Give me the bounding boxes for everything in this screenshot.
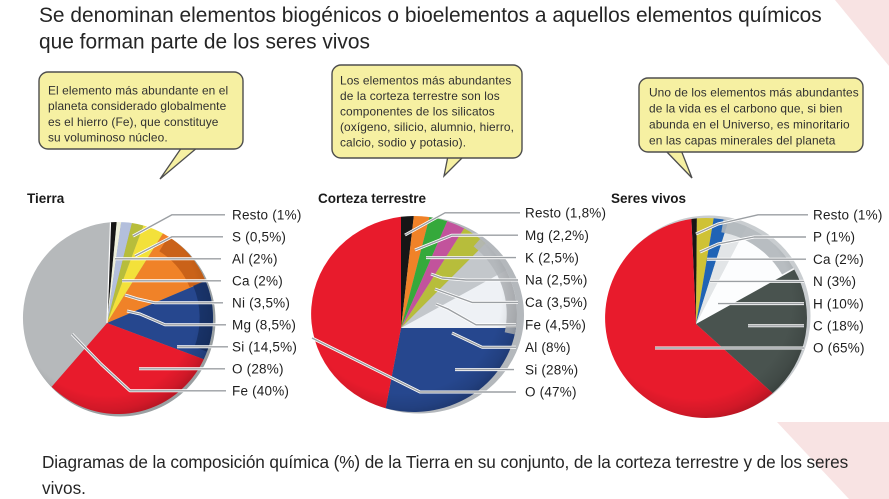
svg-text:es el hierro (Fe), que constit: es el hierro (Fe), que constituye [48, 115, 219, 129]
svg-text:Los elementos más abundantes: Los elementos más abundantes [340, 74, 511, 88]
svg-text:K (2,5%): K (2,5%) [525, 250, 579, 265]
svg-text:P (1%): P (1%) [813, 230, 855, 245]
svg-text:Ca (2%): Ca (2%) [813, 252, 864, 267]
svg-text:S (0,5%): S (0,5%) [232, 230, 286, 245]
svg-text:en las capas minerales del pla: en las capas minerales del planeta [649, 134, 836, 148]
svg-text:su voluminoso núcleo.: su voluminoso núcleo. [48, 131, 168, 145]
svg-text:Na (2,5%): Na (2,5%) [525, 273, 588, 288]
svg-text:Uno de los elementos más abund: Uno de los elementos más abundantes [649, 86, 859, 100]
svg-text:O (65%): O (65%) [813, 341, 865, 356]
svg-text:Fe (40%): Fe (40%) [232, 384, 289, 399]
svg-text:N (3%): N (3%) [813, 274, 856, 289]
svg-text:vivos.: vivos. [42, 478, 86, 498]
svg-text:(oxígeno, silicio, alumnio, hi: (oxígeno, silicio, alumnio, hierro, [340, 120, 514, 134]
svg-text:Mg (2,2%): Mg (2,2%) [525, 228, 589, 243]
svg-text:O (28%): O (28%) [232, 362, 284, 377]
svg-text:Mg (8,5%): Mg (8,5%) [232, 318, 296, 333]
svg-text:de la vida es el carbono que,: de la vida es el carbono que, si bien [649, 102, 842, 116]
svg-text:O (47%): O (47%) [525, 385, 577, 400]
svg-text:Se denominan elementos biogéni: Se denominan elementos biogénicos o bioe… [39, 4, 822, 27]
svg-text:C (18%): C (18%) [813, 319, 864, 334]
svg-text:Ni (3,5%): Ni (3,5%) [232, 296, 290, 311]
svg-text:componentes de los silicatos: componentes de los silicatos [340, 105, 495, 119]
svg-text:Si (28%): Si (28%) [525, 362, 578, 377]
svg-text:Tierra: Tierra [27, 191, 65, 206]
svg-text:Al (2%): Al (2%) [232, 252, 278, 267]
svg-text:calcio, sodio y potasio).: calcio, sodio y potasio). [340, 136, 466, 150]
svg-text:Fe (4,5%): Fe (4,5%) [525, 318, 586, 333]
svg-text:Ca (2%): Ca (2%) [232, 274, 283, 289]
svg-text:planeta considerado globalment: planeta considerado globalmente [48, 99, 227, 113]
svg-text:Si (14,5%): Si (14,5%) [232, 340, 297, 355]
svg-text:El elemento más abundante en e: El elemento más abundante en el [48, 84, 228, 98]
svg-text:Seres vivos: Seres vivos [611, 191, 686, 206]
svg-text:de la corteza terrestre son lo: de la corteza terrestre son los [340, 89, 500, 103]
svg-text:Resto (1%): Resto (1%) [813, 208, 883, 223]
svg-text:Al (8%): Al (8%) [525, 340, 571, 355]
svg-text:abunda en el Universo, es mino: abunda en el Universo, es minoritario [649, 118, 850, 132]
svg-text:Diagramas de la composición qu: Diagramas de la composición química (%) … [42, 452, 848, 472]
svg-text:Corteza terrestre: Corteza terrestre [318, 191, 427, 206]
svg-text:H (10%): H (10%) [813, 296, 864, 311]
svg-text:Resto (1,8%): Resto (1,8%) [525, 206, 606, 221]
svg-text:Resto (1%): Resto (1%) [232, 208, 302, 223]
svg-text:que forman parte de los seres: que forman parte de los seres vivos [39, 31, 370, 54]
svg-text:Ca (3,5%): Ca (3,5%) [525, 295, 588, 310]
